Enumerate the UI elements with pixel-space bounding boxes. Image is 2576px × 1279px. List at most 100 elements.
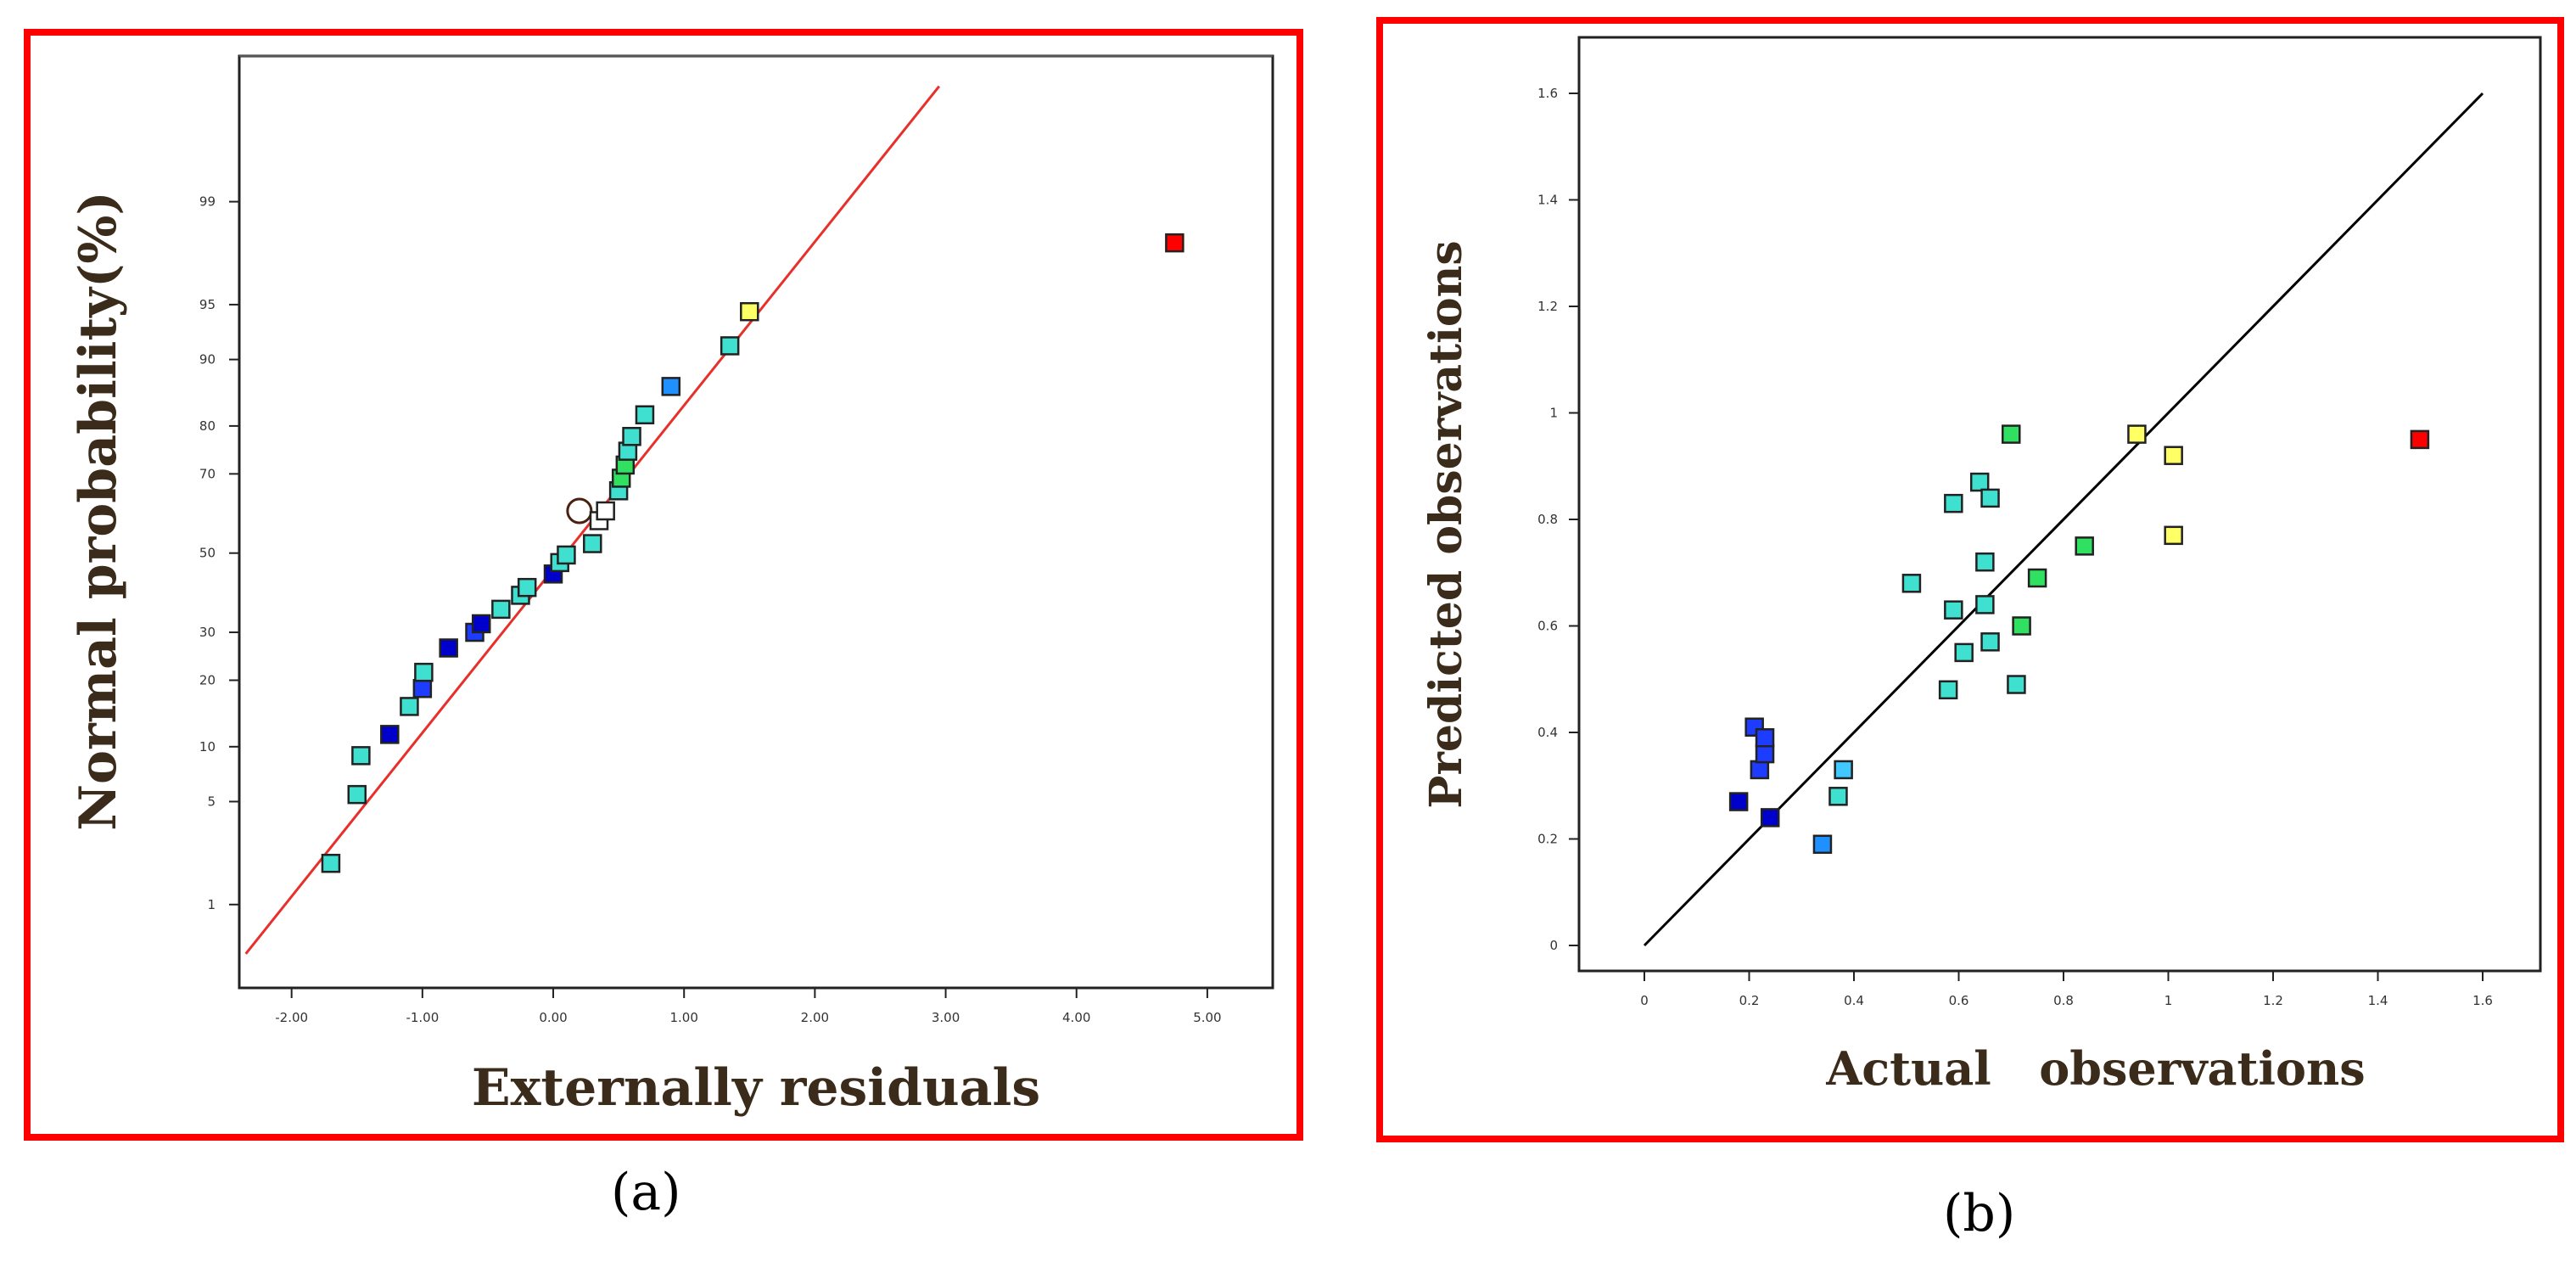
y-axis-a: 1 5 10 20 30 50 70 80 90 95 99: [199, 194, 239, 912]
data-point-b: [2002, 424, 2021, 444]
y-tick-label-b: 1: [1549, 406, 1558, 421]
data-point-b: [1975, 595, 1995, 614]
data-point-b: [2410, 429, 2430, 450]
data-point-b: [1975, 552, 1995, 572]
y-axis-title-a: Normal probability(%): [69, 191, 128, 831]
data-point-b: [1969, 472, 1990, 492]
data-point-b: [2127, 424, 2147, 444]
x-tick-label-b: 1.6: [2472, 993, 2493, 1008]
y-tick-label-a: 90: [199, 352, 216, 367]
data-point-a: [321, 854, 341, 873]
data-point-b: [1750, 760, 1770, 780]
fit-line-b: [1643, 92, 2484, 947]
x-axis-b: 0 0.2 0.4 0.6 0.8 1 1.2 1.4 1.6: [1640, 971, 2493, 1008]
x-tick-label-b: 0: [1640, 993, 1649, 1008]
y-tick-label-a: 10: [199, 739, 216, 754]
points-b: [1728, 424, 2430, 855]
x-tick-label-b: 0.6: [1949, 993, 1969, 1008]
x-tick-label-b: 1: [2164, 993, 2173, 1008]
normal-probability-plot: -2.00 -1.00 0.00 1.00 2.00 3.00 4.00 5.00 1 5 10 2…: [69, 54, 1274, 1118]
x-axis-title-b: Actual observations: [1825, 1041, 2365, 1096]
x-tick-label-b: 0.8: [2053, 993, 2074, 1008]
y-tick-label-b: 1.2: [1537, 299, 1558, 314]
x-tick-label-a: 3.00: [932, 1010, 960, 1025]
data-point-b: [1944, 493, 1963, 513]
x-tick-label-a: 4.00: [1062, 1010, 1090, 1025]
x-axis-a: -2.00 -1.00 0.00 1.00 2.00 3.00 4.00 5.00: [275, 988, 1222, 1025]
y-tick-label-a: 99: [199, 194, 216, 210]
data-point-a: [491, 599, 511, 620]
predicted-vs-actual-plot: 0 0.2 0.4 0.6 0.8 1 1.2 1.4 1.6 0 0.2 0.4 0.6 0.8 1 1.…: [1420, 36, 2542, 1096]
y-tick-label-b: 0: [1549, 938, 1558, 953]
plot-a-area: [238, 54, 1274, 990]
y-tick-label-a: 5: [207, 794, 216, 809]
x-axis-title-a: Externally residuals: [472, 1058, 1040, 1118]
data-point-a: [517, 577, 537, 597]
data-point-b: [1728, 792, 1749, 811]
x-tick-label-a: -2.00: [275, 1010, 308, 1025]
panel-a-frame: -2.00 -1.00 0.00 1.00 2.00 3.00 4.00 5.00 1 5 10 2…: [24, 29, 1303, 1141]
y-tick-label-b: 0.2: [1537, 832, 1558, 847]
data-point-a: [720, 336, 740, 356]
y-tick-label-b: 0.4: [1537, 725, 1558, 740]
y-tick-label-b: 1.6: [1537, 86, 1558, 101]
data-point-a: [622, 427, 641, 446]
caption-a: (a): [611, 1163, 681, 1222]
x-tick-label-a: 1.00: [669, 1010, 697, 1025]
data-point-a: [439, 638, 458, 658]
data-point-b: [1755, 743, 1775, 764]
data-point-b: [1812, 834, 1833, 855]
data-point-a: [347, 784, 367, 805]
panel-b-frame: 0 0.2 0.4 0.6 0.8 1 1.2 1.4 1.6 0 0.2 0.4 0.6 0.8 1 1.…: [1376, 17, 2564, 1142]
data-point-a: [557, 545, 576, 565]
data-point-b: [1980, 488, 2000, 508]
data-point-a: [351, 746, 371, 766]
data-point-a: [1165, 233, 1184, 253]
data-point-a: [566, 497, 593, 525]
data-point-b: [2007, 675, 2026, 694]
y-tick-label-b: 1.4: [1537, 193, 1558, 208]
y-tick-label-b: 0.6: [1537, 619, 1558, 634]
data-point-a: [412, 679, 433, 698]
y-axis-title-b: Predicted observations: [1420, 240, 1472, 808]
data-point-b: [1980, 632, 2000, 652]
x-tick-label-b: 1.2: [2263, 993, 2283, 1008]
x-tick-label-a: 2.00: [801, 1010, 829, 1025]
caption-b: (b): [1943, 1184, 2016, 1243]
data-point-b: [2012, 616, 2031, 636]
x-tick-label-b: 0.4: [1844, 993, 1864, 1008]
data-point-b: [2075, 536, 2094, 556]
data-point-a: [471, 614, 491, 634]
data-point-b: [1755, 728, 1775, 748]
data-point-b: [1760, 808, 1780, 827]
y-tick-label-a: 30: [199, 625, 216, 640]
data-point-a: [635, 405, 655, 425]
data-point-a: [661, 377, 681, 396]
y-tick-label-a: 80: [199, 418, 216, 434]
y-axis-b: 0 0.2 0.4 0.6 0.8 1 1.2 1.4 1.6: [1537, 86, 1579, 953]
data-point-a: [740, 301, 759, 322]
data-point-a: [596, 501, 615, 521]
data-point-b: [2027, 568, 2047, 588]
y-tick-label-a: 20: [199, 673, 216, 688]
data-point-b: [1938, 680, 1958, 700]
data-point-b: [2164, 525, 2183, 546]
y-tick-label-a: 95: [199, 297, 216, 312]
data-point-a: [583, 534, 602, 553]
data-point-a: [380, 725, 400, 744]
data-point-b: [1901, 574, 1922, 593]
y-tick-label-a: 1: [207, 897, 216, 912]
fit-line-b-segment: [1643, 92, 2484, 947]
data-point-b: [1828, 787, 1848, 806]
plot-b-area: [1577, 36, 2542, 973]
data-point-b: [2164, 446, 2183, 465]
y-tick-label-a: 50: [199, 546, 216, 561]
x-tick-label-a: 0.00: [539, 1010, 567, 1025]
y-tick-label-b: 0.8: [1537, 512, 1558, 527]
x-tick-label-b: 1.4: [2368, 993, 2388, 1008]
data-point-b: [1954, 642, 1974, 663]
data-point-a: [414, 662, 434, 682]
points-a: [321, 233, 1184, 873]
data-point-b: [1834, 760, 1853, 780]
data-point-b: [1944, 600, 1963, 620]
